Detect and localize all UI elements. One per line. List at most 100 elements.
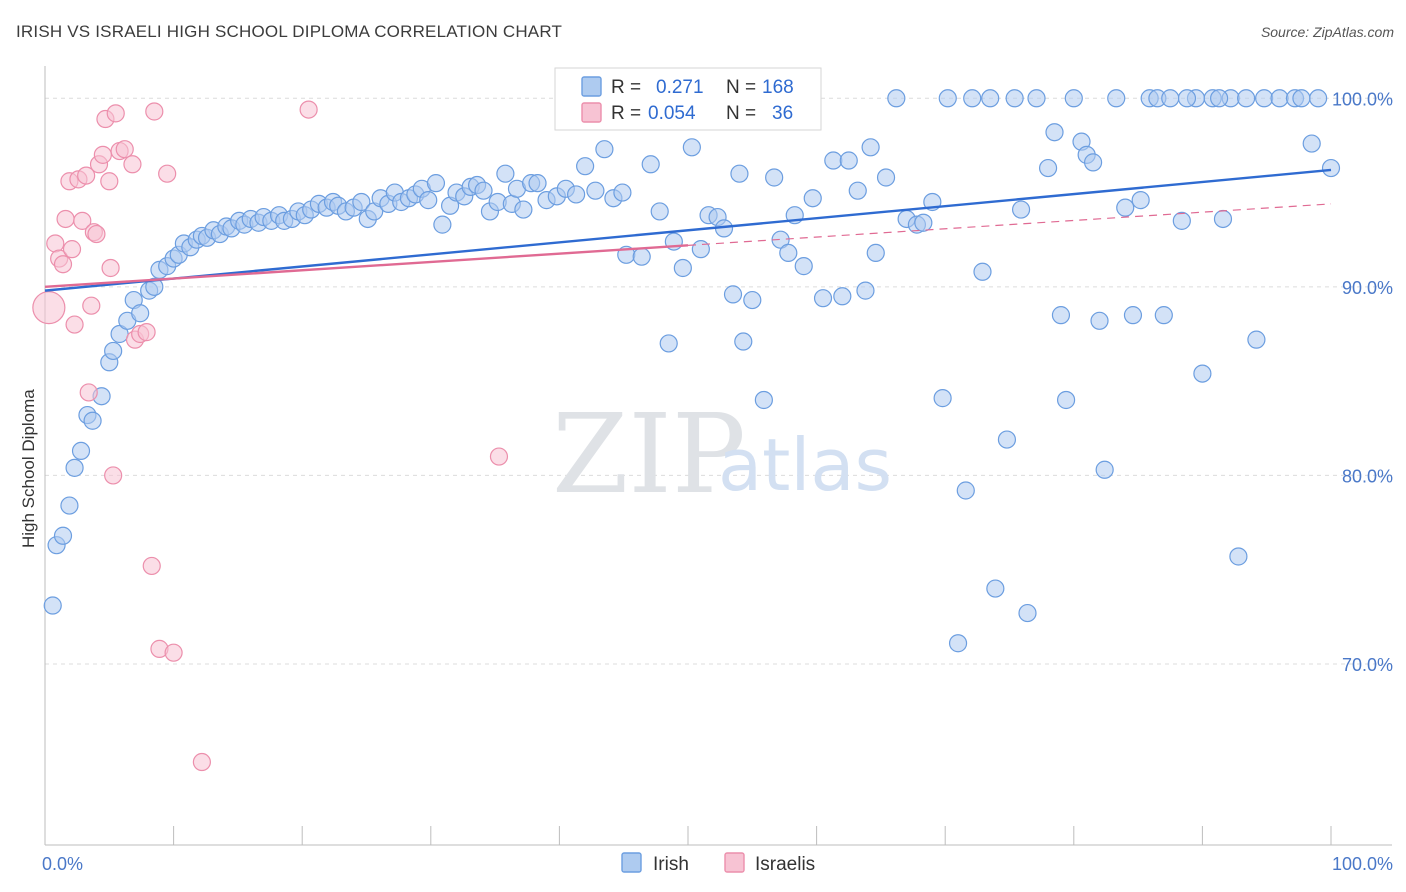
irish-point: [673, 258, 692, 278]
irish-point: [1193, 364, 1212, 383]
irish-point: [1064, 89, 1083, 108]
irish-point: [71, 441, 91, 461]
irish-point: [104, 341, 123, 361]
irish-point: [1107, 89, 1126, 108]
irish-point: [1292, 89, 1311, 108]
israelis-points: [32, 89, 631, 772]
irish-point: [1018, 603, 1037, 623]
israelis-point: [145, 102, 164, 121]
irish-point: [1083, 153, 1103, 172]
israelis-point: [100, 172, 119, 191]
irish-point: [938, 89, 957, 108]
israelis-r-value: 0.054: [648, 103, 696, 124]
irish-point: [43, 596, 62, 615]
irish-point: [813, 289, 833, 308]
grid-lines: [45, 97, 1392, 665]
israelis-point: [46, 234, 65, 253]
irish-point: [1131, 191, 1150, 210]
irish-point: [496, 164, 515, 183]
y-tick-label: 70.0%: [1342, 655, 1393, 675]
irish-point: [1123, 306, 1143, 325]
irish-point: [426, 174, 446, 193]
irish-point: [1005, 89, 1024, 108]
trend-lines: [44, 168, 1332, 292]
irish-point: [876, 168, 896, 187]
irish-point: [1161, 89, 1180, 108]
irish-point: [567, 185, 586, 204]
irish-point: [83, 411, 102, 430]
chart-title: IRISH VS ISRAELI HIGH SCHOOL DIPLOMA COR…: [16, 22, 563, 41]
tick-labels: 70.0% 80.0% 90.0% 100.0% 0.0% 100.0%: [42, 89, 1393, 874]
israelis-point: [65, 315, 84, 334]
israelis-trend-extension: [687, 203, 1332, 246]
irish-point: [743, 290, 762, 310]
irish-point: [1038, 158, 1058, 178]
israelis-n-value: 36: [772, 103, 793, 124]
irish-points: [43, 89, 1341, 653]
israelis-point: [93, 145, 112, 164]
irish-legend-swatch: [581, 76, 602, 97]
irish-point: [856, 281, 875, 300]
irish-point: [613, 183, 632, 202]
irish-point: [1321, 158, 1341, 178]
irish-point: [933, 389, 952, 408]
irish-point: [433, 215, 452, 234]
israelis-point: [299, 100, 318, 119]
irish-n-label: N =: [726, 77, 756, 98]
irish-point: [586, 181, 605, 200]
irish-point: [528, 174, 547, 193]
irish-point: [956, 481, 975, 500]
irish-point: [576, 157, 595, 176]
irish-point: [824, 151, 843, 170]
watermark-zip: ZIP: [552, 390, 746, 518]
israelis-point: [137, 323, 156, 342]
irish-point: [1056, 390, 1076, 410]
source-credit: Source: ZipAtlas.com: [1260, 24, 1394, 40]
israelis-point: [192, 752, 211, 772]
irish-point: [914, 213, 933, 232]
y-axis-label: High School Diploma: [19, 389, 38, 548]
irish-point: [973, 262, 992, 281]
irish-point: [861, 138, 880, 157]
irish-point: [641, 155, 660, 174]
irish-point: [53, 526, 73, 545]
irish-point: [981, 89, 1000, 108]
series-legend: Irish Israelis: [621, 852, 815, 875]
irish-point: [632, 247, 651, 266]
irish-point: [997, 430, 1017, 449]
irish-point: [1177, 89, 1197, 108]
israelis-trend-line: [44, 244, 689, 289]
irish-point: [1011, 200, 1031, 219]
irish-point: [1302, 134, 1321, 153]
irish-point: [1045, 123, 1064, 142]
irish-point: [352, 192, 371, 212]
israelis-point: [53, 255, 73, 274]
irish-point: [419, 191, 438, 210]
irish-point: [765, 168, 784, 187]
irish-point: [1255, 89, 1274, 108]
irish-r-label: R =: [611, 77, 641, 98]
irish-r-value: 0.271: [656, 77, 704, 98]
irish-point: [833, 287, 852, 306]
israelis-point: [106, 104, 125, 123]
irish-point: [65, 458, 84, 477]
irish-point: [145, 277, 164, 296]
irish-point: [1210, 89, 1229, 108]
irish-point: [730, 164, 749, 183]
irish-point: [60, 496, 79, 515]
irish-legend-key[interactable]: [621, 852, 642, 873]
irish-point: [1027, 89, 1046, 108]
israelis-point: [123, 155, 142, 174]
irish-point: [754, 390, 773, 410]
irish-point: [986, 579, 1005, 598]
israelis-legend-key[interactable]: [724, 852, 745, 873]
irish-point: [1116, 198, 1135, 217]
irish-point: [848, 181, 867, 200]
israelis-point: [101, 258, 120, 278]
israelis-point: [115, 140, 134, 159]
israelis-point: [82, 296, 101, 315]
irish-point: [595, 140, 614, 159]
x-tick-label: 0.0%: [42, 854, 83, 874]
israelis-n-label: N =: [726, 103, 756, 124]
